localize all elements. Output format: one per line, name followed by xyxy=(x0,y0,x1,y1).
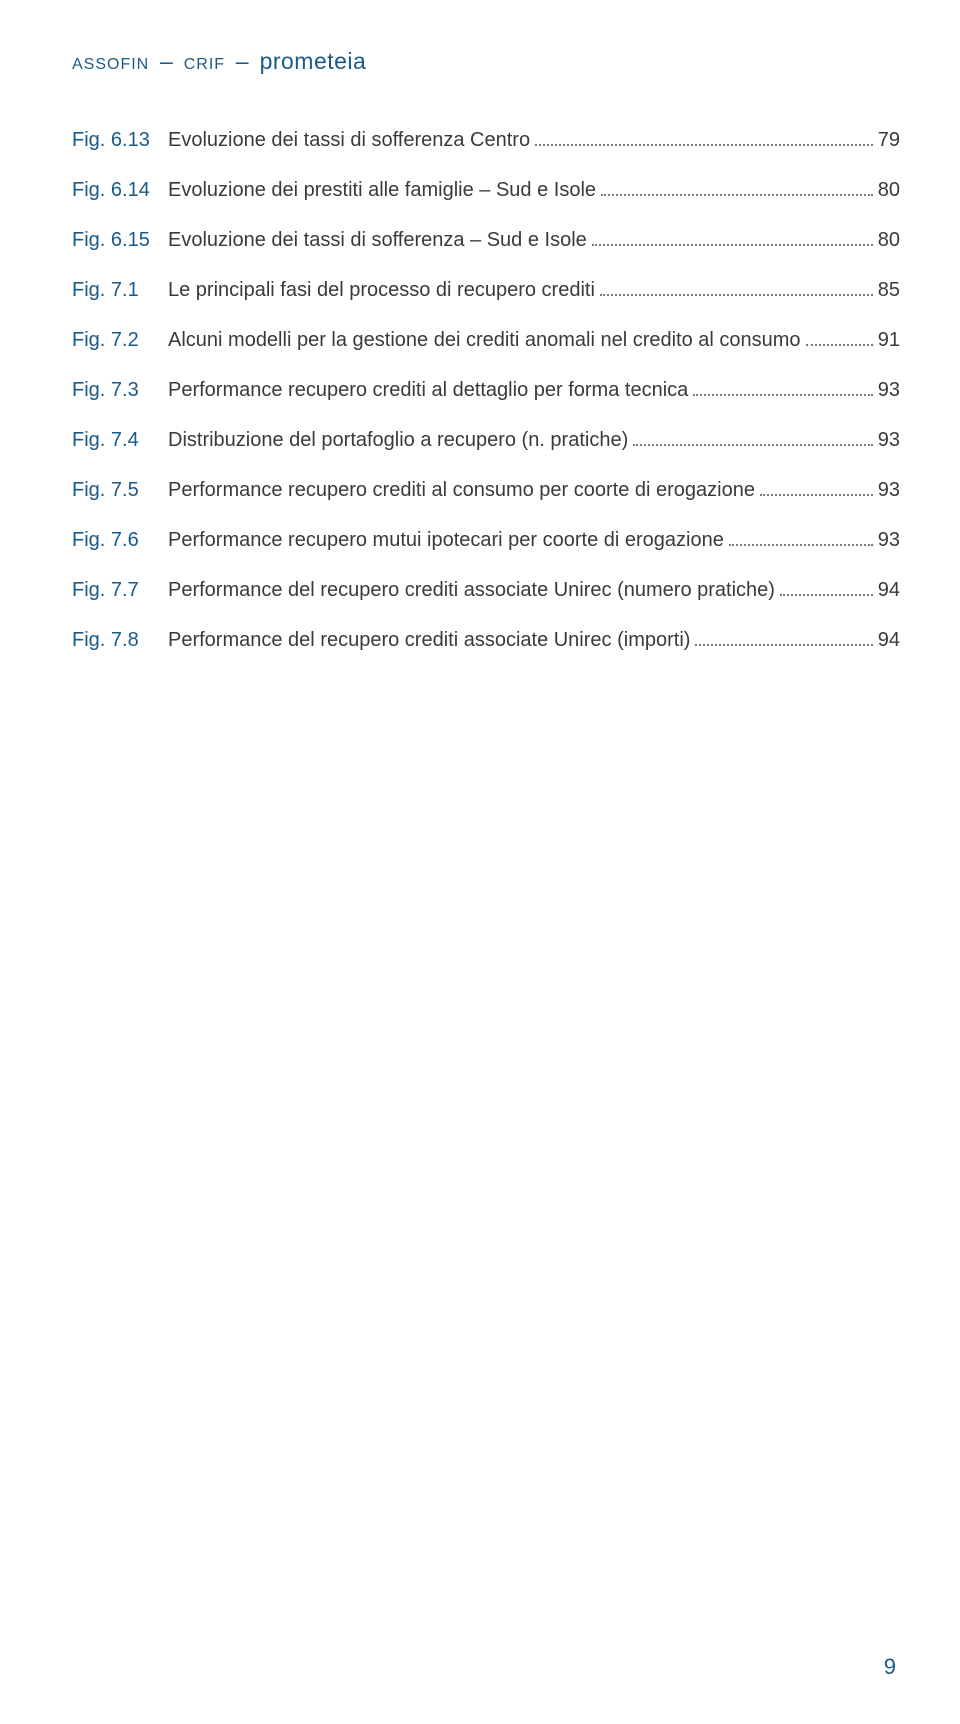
toc-entry-body: Le principali fasi del processo di recup… xyxy=(168,277,900,304)
toc-row: Fig. 7.8Performance del recupero crediti… xyxy=(72,627,900,654)
document-header: assofin – crif – prometeia xyxy=(72,48,900,75)
toc-figure-label: Fig. 6.15 xyxy=(72,227,168,254)
toc-entry-body: Evoluzione dei tassi di sofferenza Centr… xyxy=(168,127,900,154)
toc-entry-body: Distribuzione del portafoglio a recupero… xyxy=(168,427,900,454)
toc-title: Performance recupero mutui ipotecari per… xyxy=(168,527,724,554)
toc-row: Fig. 7.2Alcuni modelli per la gestione d… xyxy=(72,327,900,354)
toc-row: Fig. 6.14Evoluzione dei prestiti alle fa… xyxy=(72,177,900,204)
toc-entry-body: Performance del recupero crediti associa… xyxy=(168,627,900,654)
toc-entry-body: Performance recupero crediti al dettagli… xyxy=(168,377,900,404)
toc-figure-label: Fig. 7.4 xyxy=(72,427,168,454)
toc-page-number: 80 xyxy=(878,177,900,204)
toc-page-number: 94 xyxy=(878,627,900,654)
toc-title: Performance del recupero crediti associa… xyxy=(168,577,775,604)
toc-leader-dots xyxy=(780,578,873,596)
toc-entry-body: Performance recupero mutui ipotecari per… xyxy=(168,527,900,554)
toc-entry-body: Performance recupero crediti al consumo … xyxy=(168,477,900,504)
toc-row: Fig. 7.6Performance recupero mutui ipote… xyxy=(72,527,900,554)
toc-leader-dots xyxy=(600,278,873,296)
toc-page-number: 91 xyxy=(878,327,900,354)
toc-leader-dots xyxy=(693,378,872,396)
toc-row: Fig. 7.5Performance recupero crediti al … xyxy=(72,477,900,504)
header-assofin: assofin xyxy=(72,48,149,74)
toc-figure-label: Fig. 7.1 xyxy=(72,277,168,304)
toc-leader-dots xyxy=(633,428,873,446)
table-of-figures: Fig. 6.13Evoluzione dei tassi di soffere… xyxy=(72,127,900,654)
toc-entry-body: Evoluzione dei prestiti alle famiglie – … xyxy=(168,177,900,204)
toc-row: Fig. 7.3Performance recupero crediti al … xyxy=(72,377,900,404)
toc-figure-label: Fig. 6.14 xyxy=(72,177,168,204)
page-number: 9 xyxy=(884,1654,896,1680)
toc-title: Performance recupero crediti al consumo … xyxy=(168,477,755,504)
toc-entry-body: Evoluzione dei tassi di sofferenza – Sud… xyxy=(168,227,900,254)
toc-leader-dots xyxy=(535,128,873,146)
toc-leader-dots xyxy=(729,528,873,546)
toc-title: Performance del recupero crediti associa… xyxy=(168,627,690,654)
toc-page-number: 94 xyxy=(878,577,900,604)
toc-title: Evoluzione dei tassi di sofferenza Centr… xyxy=(168,127,530,154)
toc-page-number: 93 xyxy=(878,477,900,504)
toc-figure-label: Fig. 7.8 xyxy=(72,627,168,654)
toc-figure-label: Fig. 7.5 xyxy=(72,477,168,504)
toc-page-number: 93 xyxy=(878,527,900,554)
toc-figure-label: Fig. 7.3 xyxy=(72,377,168,404)
toc-entry-body: Alcuni modelli per la gestione dei credi… xyxy=(168,327,900,354)
toc-row: Fig. 6.15Evoluzione dei tassi di soffere… xyxy=(72,227,900,254)
toc-page-number: 79 xyxy=(878,127,900,154)
toc-row: Fig. 7.7Performance del recupero crediti… xyxy=(72,577,900,604)
toc-entry-body: Performance del recupero crediti associa… xyxy=(168,577,900,604)
toc-row: Fig. 6.13Evoluzione dei tassi di soffere… xyxy=(72,127,900,154)
toc-leader-dots xyxy=(695,628,872,646)
toc-title: Le principali fasi del processo di recup… xyxy=(168,277,595,304)
toc-title: Evoluzione dei tassi di sofferenza – Sud… xyxy=(168,227,587,254)
toc-figure-label: Fig. 7.6 xyxy=(72,527,168,554)
toc-figure-label: Fig. 7.2 xyxy=(72,327,168,354)
toc-leader-dots xyxy=(592,228,873,246)
header-sep-1: – xyxy=(160,48,173,74)
toc-row: Fig. 7.4Distribuzione del portafoglio a … xyxy=(72,427,900,454)
toc-row: Fig. 7.1Le principali fasi del processo … xyxy=(72,277,900,304)
toc-page-number: 80 xyxy=(878,227,900,254)
header-sep-2: – xyxy=(236,48,249,74)
toc-page-number: 85 xyxy=(878,277,900,304)
toc-figure-label: Fig. 6.13 xyxy=(72,127,168,154)
toc-leader-dots xyxy=(760,478,873,496)
header-crif: crif xyxy=(184,48,225,74)
toc-page-number: 93 xyxy=(878,427,900,454)
toc-page-number: 93 xyxy=(878,377,900,404)
toc-title: Distribuzione del portafoglio a recupero… xyxy=(168,427,628,454)
toc-leader-dots xyxy=(806,328,873,346)
toc-leader-dots xyxy=(601,178,873,196)
toc-title: Performance recupero crediti al dettagli… xyxy=(168,377,688,404)
header-prometeia: prometeia xyxy=(260,48,367,74)
toc-figure-label: Fig. 7.7 xyxy=(72,577,168,604)
toc-title: Evoluzione dei prestiti alle famiglie – … xyxy=(168,177,596,204)
toc-title: Alcuni modelli per la gestione dei credi… xyxy=(168,327,801,354)
